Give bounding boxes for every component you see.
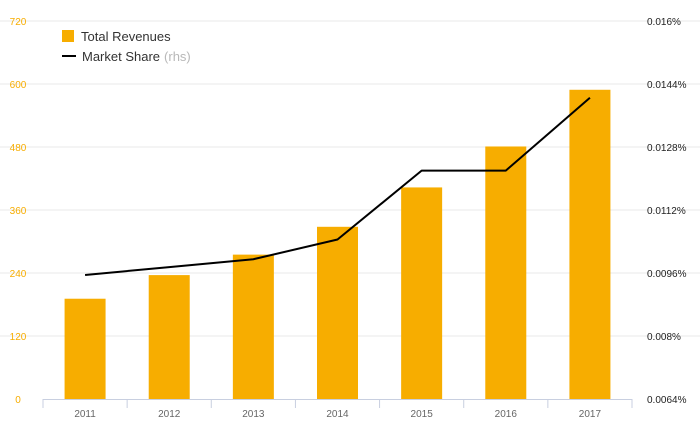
bar-2014[interactable] [317,226,358,399]
y-right-tick-label: 0.008% [647,332,681,343]
x-tick-label: 2015 [411,409,434,420]
line-series [83,96,592,277]
y-right-tick-label: 0.0112% [647,206,686,217]
bar-2016[interactable] [485,146,527,399]
y-left-tick-label: 600 [10,80,27,91]
axes: 0 120 240 360 480 600 720 0.0064% 0.008% 0.0096% 0… [10,17,687,420]
line-point-2016[interactable] [504,169,508,173]
y-right-tick-label: 0.0128% [647,143,687,154]
legend-bar-label: Total Revenues [81,28,171,44]
line-point-2012[interactable] [167,265,171,269]
bar-series [64,89,611,400]
y-right-tick-label: 0.0144% [647,80,687,91]
line-point-2014[interactable] [336,238,340,242]
x-tick-label: 2017 [579,409,602,420]
line-point-2013[interactable] [251,257,255,261]
x-tick-label: 2016 [495,409,518,420]
x-tick-label: 2011 [74,409,96,420]
x-tick-label: 2013 [242,409,265,420]
y-left-tick-label: 0 [15,395,21,406]
y-left-tick-label: 360 [10,206,27,217]
bar-2011[interactable] [64,298,106,399]
legend-item-bars[interactable]: Total Revenues [62,26,191,46]
y-right-tick-label: 0.016% [647,17,681,28]
y-left-tick-label: 480 [10,143,27,154]
legend-line-label: Market Share [82,48,161,64]
bar-2017[interactable] [569,89,611,400]
x-tick-label: 2012 [158,409,181,420]
market-share-line[interactable] [84,97,591,276]
legend: Total Revenues Market Share (rhs) [62,26,191,66]
x-tick-label: 2014 [326,409,349,420]
bar-2012[interactable] [148,275,190,399]
line-point-2015[interactable] [420,169,424,173]
legend-bar-swatch [62,30,74,42]
y-left-tick-label: 720 [10,17,27,28]
legend-item-line[interactable]: Market Share (rhs) [62,46,191,66]
bar-2015[interactable] [401,187,443,399]
y-right-tick-label: 0.0064% [647,395,687,406]
legend-line-suffix: (rhs) [164,48,191,64]
legend-line-swatch [62,55,76,57]
y-left-tick-label: 240 [10,269,27,280]
y-left-tick-label: 120 [10,332,27,343]
bar-2013[interactable] [232,254,274,399]
y-right-tick-label: 0.0096% [647,269,687,280]
line-point-2011[interactable] [83,273,87,277]
line-point-2017[interactable] [588,96,592,100]
